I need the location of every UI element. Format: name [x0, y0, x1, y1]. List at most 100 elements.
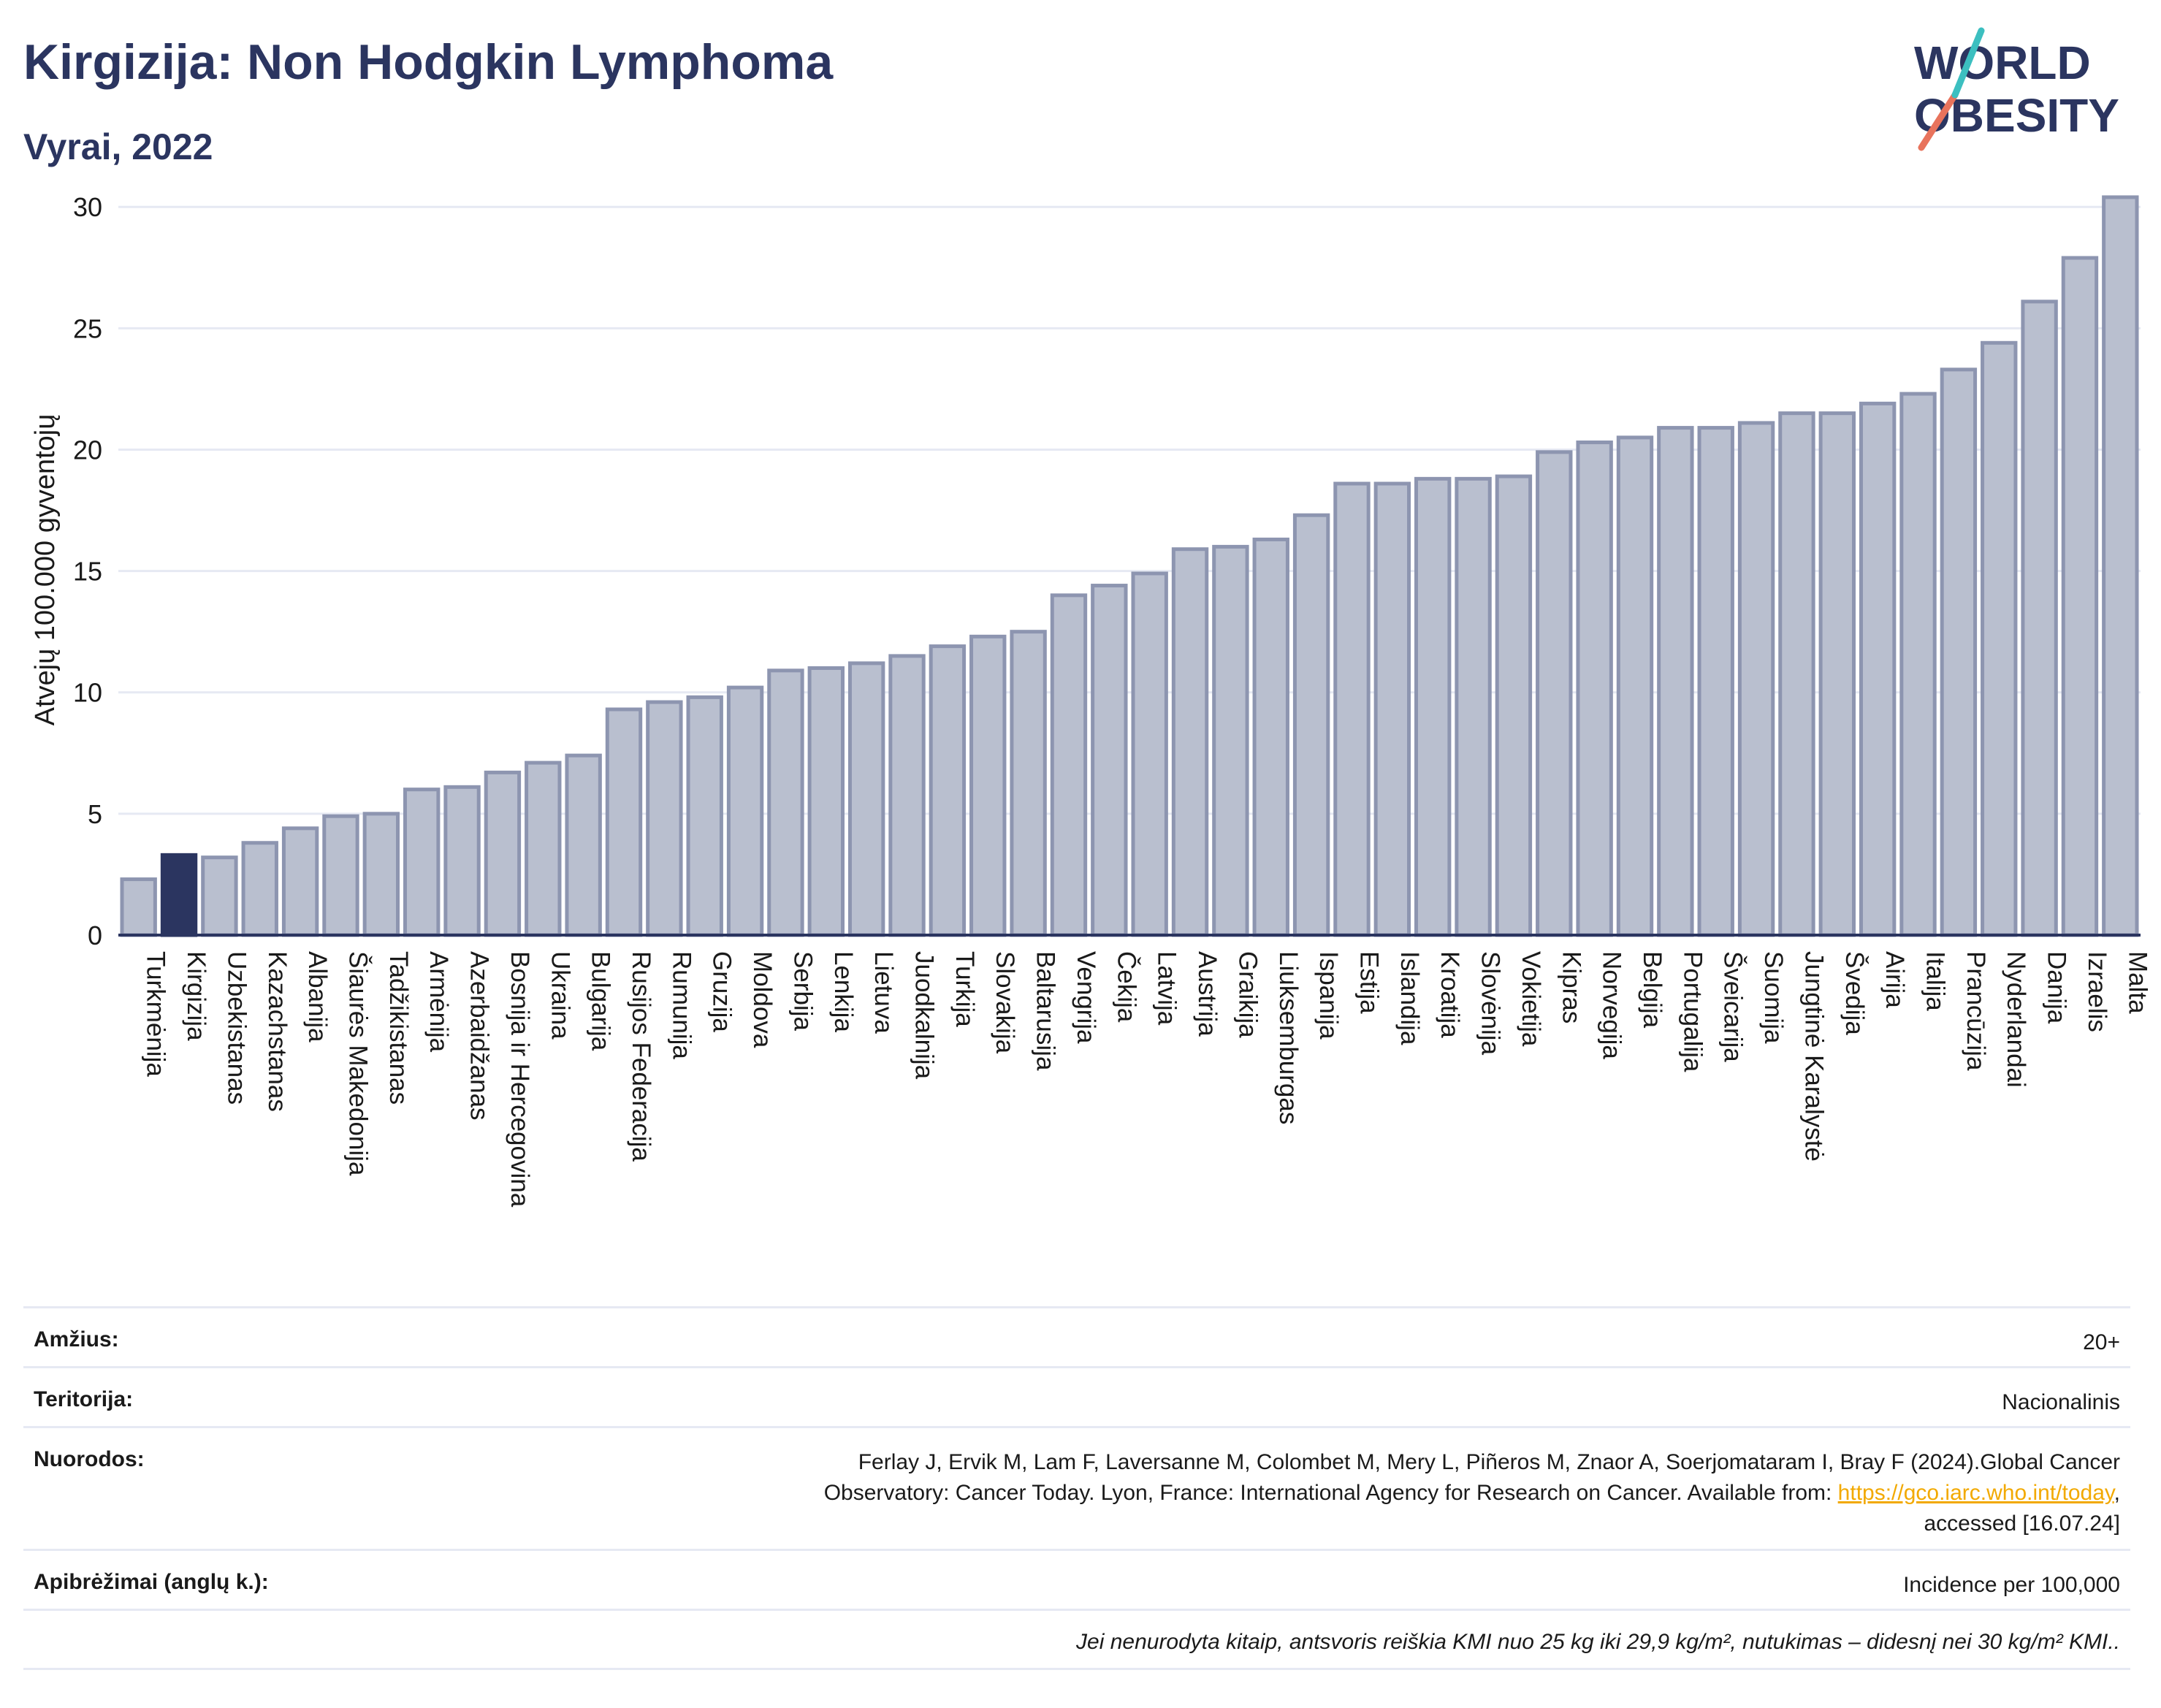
world-obesity-logo: WORLD OBESITY: [1914, 27, 2119, 151]
chart-title: Kirgizija: Non Hodgkin Lymphoma: [23, 34, 834, 90]
x-tick-label: Azerbaidžanas: [465, 951, 494, 1121]
references-line3: accessed [16.07.24]: [1924, 1511, 2120, 1536]
x-tick-label: Uzbekistanas: [222, 951, 251, 1105]
bar: [1091, 584, 1128, 937]
x-tick-label: Suomija: [1759, 951, 1788, 1044]
bar: [1292, 513, 1330, 937]
bar: [1414, 476, 1452, 937]
definitions-value: Incidence per 100,000: [1903, 1573, 2120, 1597]
bar: [1131, 571, 1168, 937]
bar: [847, 661, 885, 937]
bar: [362, 812, 400, 937]
x-tick-label: Portugalija: [1678, 951, 1707, 1072]
bar: [1010, 630, 1047, 937]
bar: [969, 634, 1007, 937]
bar: [1737, 421, 1775, 937]
x-tick-label: Kroatija: [1436, 951, 1464, 1038]
bar: [646, 700, 683, 937]
bar: [1899, 392, 1937, 937]
bar: [443, 785, 481, 937]
x-tick-label: Airija: [1880, 951, 1909, 1008]
y-tick-label: 30: [73, 192, 102, 222]
bars-layer: [120, 195, 2139, 937]
x-tick-label: Lietuva: [869, 951, 898, 1034]
x-tick-label: Ukraina: [546, 951, 574, 1040]
bar: [1981, 340, 2018, 937]
bar: [1373, 481, 1411, 937]
info-row-note: Jei nenurodyta kitaip, antsvoris reiškia…: [23, 1609, 2130, 1670]
x-tick-label: Albanija: [303, 951, 332, 1042]
territory-value: Nacionalinis: [2002, 1390, 2120, 1414]
bar: [1697, 426, 1734, 937]
bar: [160, 853, 198, 937]
x-tick-label: Izraelis: [2083, 951, 2111, 1032]
info-row-territory: Teritorija: Nacionalinis: [23, 1366, 2130, 1426]
y-tick-label: 5: [88, 799, 102, 829]
bar: [1616, 435, 1654, 937]
x-tick-label: Armėnija: [424, 951, 453, 1053]
references-label: Nuorodos:: [34, 1447, 145, 1471]
x-tick-label: Tadžikistanas: [384, 951, 413, 1105]
y-tick-label: 15: [73, 557, 102, 587]
y-tick-label: 0: [88, 920, 102, 950]
bar: [1050, 593, 1088, 937]
bar-chart: 0 5 10 15 20 25 30 Turkmėnija Kirgizija Uzbekista…: [30, 192, 2152, 1207]
info-row-definitions: Apibrėžimai (anglų k.): Incidence per 10…: [23, 1549, 2130, 1609]
bar: [525, 760, 562, 937]
bar: [605, 707, 643, 937]
info-row-age: Amžius: 20+: [23, 1306, 2130, 1366]
chart-subtitle: Vyrai, 2022: [23, 126, 213, 167]
x-tick-label: Serbija: [788, 951, 817, 1031]
bar: [1576, 441, 1613, 937]
bar: [120, 877, 157, 937]
x-tick-label: Slovėnija: [1476, 951, 1505, 1056]
bar: [1455, 476, 1492, 937]
logo-line1: WORLD: [1914, 37, 2091, 89]
references-link[interactable]: https://gco.iarc.who.int/today: [1837, 1481, 2114, 1505]
bar: [2102, 195, 2139, 937]
bar: [929, 644, 967, 937]
bar: [1333, 481, 1371, 937]
x-tick-label: Bulgarija: [587, 951, 615, 1051]
logo-slash-lower: [1918, 91, 1959, 151]
bar: [241, 841, 278, 937]
age-value: 20+: [2083, 1330, 2120, 1354]
bar: [2061, 256, 2099, 937]
bar: [1940, 367, 1978, 937]
y-tick-label: 10: [73, 678, 102, 708]
x-tick-label: Islandija: [1395, 951, 1424, 1045]
bar: [403, 788, 441, 937]
x-tick-label: Italija: [1921, 951, 1950, 1011]
x-tick-label: Juodkalnija: [910, 951, 939, 1080]
x-tick-label: Belgija: [1638, 951, 1666, 1029]
x-tick-label: Slovakija: [991, 951, 1019, 1054]
bar: [1536, 450, 1573, 937]
x-tick-label: Latvija: [1153, 951, 1181, 1026]
bar: [1495, 474, 1533, 937]
x-tick-label: Ispanija: [1314, 951, 1343, 1040]
x-tick-label: Danija: [2043, 951, 2071, 1024]
y-tick-label: 25: [73, 313, 102, 343]
footnote: Jei nenurodyta kitaip, antsvoris reiškia…: [1076, 1630, 2120, 1654]
x-tick-label: Bosnija ir Hercegovina: [506, 951, 534, 1208]
x-tick-label: Čekija: [1112, 951, 1140, 1023]
bar: [1818, 411, 1856, 937]
x-tick-label: Liuksemburgas: [1274, 951, 1303, 1124]
x-tick-label: Gruzija: [708, 951, 736, 1032]
logo-line2: OBESITY: [1914, 89, 2119, 142]
x-tick-label: Šveicarija: [1719, 951, 1748, 1062]
bar: [565, 753, 602, 937]
axis-layer: 0 5 10 15 20 25 30 Turkmėnija Kirgizija Uzbekista…: [73, 192, 2152, 1207]
x-tick-label: Lenkija: [829, 951, 858, 1032]
x-tick-label: Norvegija: [1598, 951, 1626, 1059]
references-line2-end: ,: [2114, 1481, 2120, 1505]
bar: [484, 770, 522, 937]
x-tick-label: Jungtinė Karalystė: [1799, 951, 1828, 1162]
x-tick-label: Graikija: [1233, 951, 1262, 1038]
bar: [1778, 411, 1815, 937]
bar: [1171, 547, 1209, 937]
bar: [1252, 537, 1289, 937]
bar: [1212, 544, 1249, 937]
definitions-label: Apibrėžimai (anglų k.):: [34, 1570, 269, 1594]
x-tick-label: Kipras: [1557, 951, 1585, 1023]
